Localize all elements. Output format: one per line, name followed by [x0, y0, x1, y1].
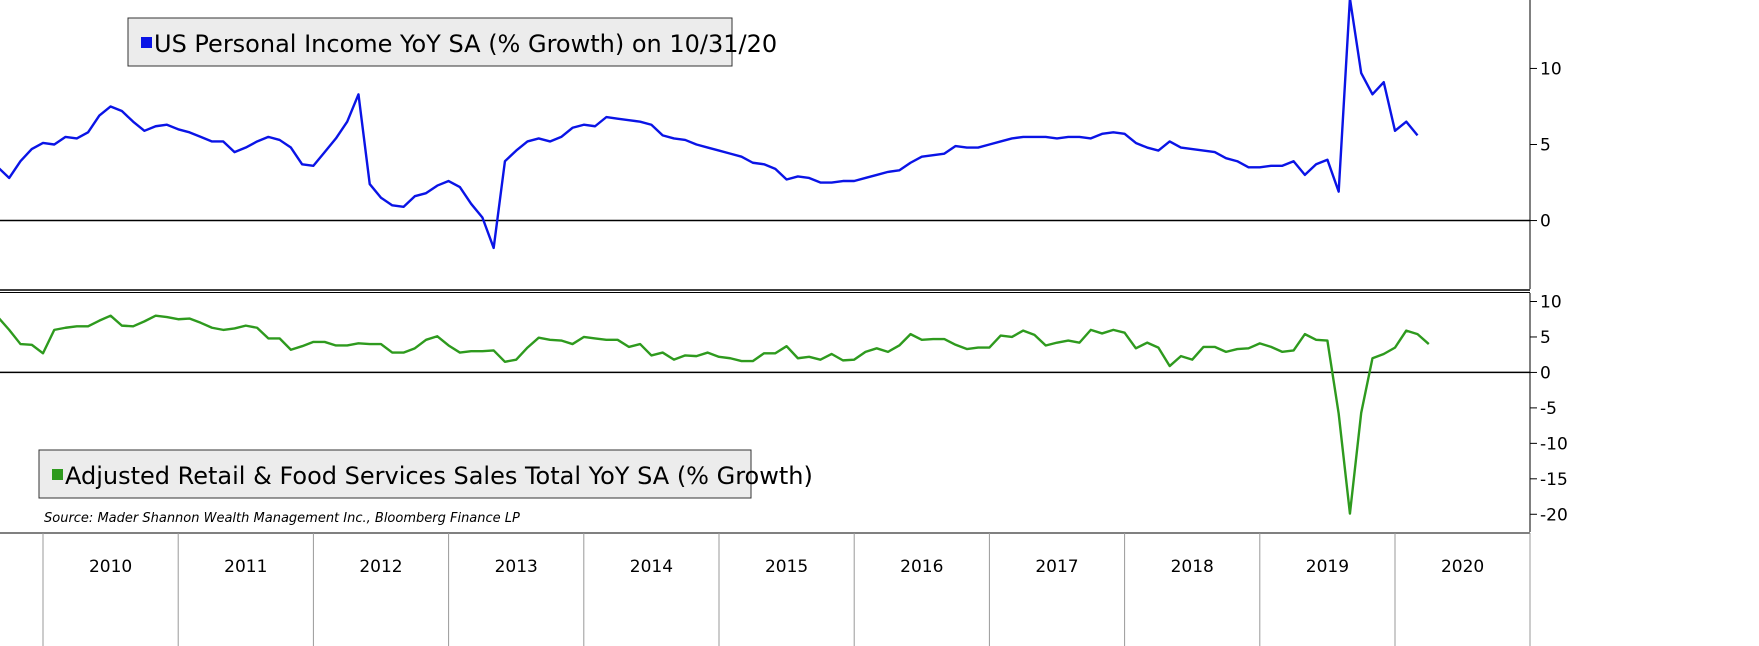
- top-y-tick-label: 5: [1540, 136, 1551, 156]
- x-tick-label: 2018: [1171, 557, 1214, 577]
- bottom-legend-box: [38, 449, 752, 499]
- x-tick-label: 2013: [495, 557, 538, 577]
- bottom-legend-swatch: [52, 469, 63, 480]
- top-y-tick-label: 10: [1540, 59, 1562, 79]
- x-tick-label: 2019: [1306, 557, 1349, 577]
- x-tick-label: 2014: [630, 557, 673, 577]
- x-tick-label: 2012: [359, 557, 402, 577]
- bottom-series-line-0: [0, 314, 1430, 515]
- top-legend-swatch: [141, 37, 152, 48]
- bottom-legend: Adjusted Retail & Food Services Sales To…: [38, 449, 813, 499]
- x-axis: 2010 2011 2012 2013 2014 2015 2016 2017 2018 2019…: [0, 289, 1531, 646]
- x-tick-label: 2017: [1035, 557, 1078, 577]
- bottom-legend-label: Adjusted Retail & Food Services Sales To…: [65, 462, 813, 490]
- top-legend: US Personal Income YoY SA (% Growth) on …: [127, 17, 777, 67]
- bottom-panel: 10 5 0 -5 -10 -15 -20: [0, 293, 1568, 532]
- x-tick-label: 2015: [765, 557, 808, 577]
- top-legend-label: US Personal Income YoY SA (% Growth) on …: [154, 30, 777, 58]
- top-y-tick-label: 0: [1540, 212, 1551, 232]
- top-series-line-0: [0, 0, 1419, 250]
- bottom-y-tick-label: -10: [1540, 434, 1568, 454]
- x-tick-label: 2011: [224, 557, 267, 577]
- bottom-y-tick-label: -15: [1540, 470, 1568, 490]
- x-tick-label: 2020: [1441, 557, 1484, 577]
- top-panel: 0 5 10: [0, 0, 1562, 289]
- x-tick-label: 2010: [89, 557, 132, 577]
- bottom-y-tick-label: -5: [1540, 399, 1557, 419]
- source-note: Source: Mader Shannon Wealth Management …: [44, 511, 520, 526]
- bottom-y-tick-label: 5: [1540, 328, 1551, 348]
- x-tick-label: 2016: [900, 557, 943, 577]
- top-legend-box: [127, 17, 733, 67]
- bottom-y-tick-label: 0: [1540, 363, 1551, 383]
- bottom-y-tick-label: 10: [1540, 293, 1562, 313]
- bottom-y-tick-label: -20: [1540, 505, 1568, 525]
